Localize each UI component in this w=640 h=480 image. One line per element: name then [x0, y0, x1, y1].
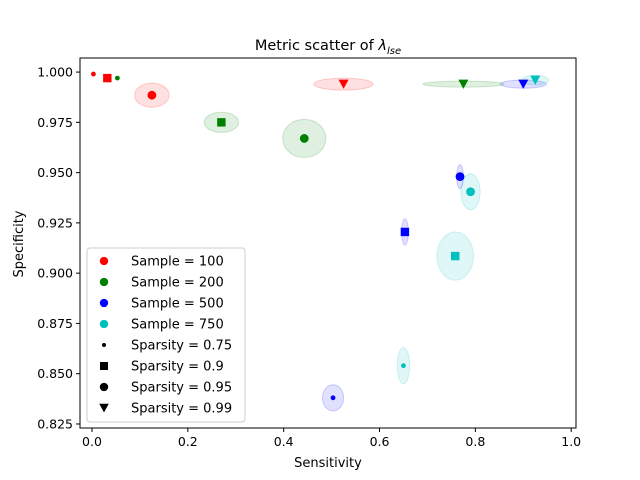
data-point-sample-750-sparsity-0.95 [466, 187, 475, 197]
y-tick-label: 0.875 [37, 316, 73, 331]
x-axis-label: Sensitivity [294, 456, 362, 471]
chart-title-symbol: λ [377, 38, 387, 54]
y-tick-label: 0.850 [37, 366, 73, 381]
data-point-sample-100-sparsity-0.99 [338, 79, 349, 89]
legend-sample-750-marker [99, 319, 109, 329]
legend-sparsity-0.95-marker [99, 382, 109, 392]
legend-sparsity-0.9-marker [100, 362, 108, 370]
x-tick-label: 0.6 [370, 434, 390, 449]
y-tick-label: 0.975 [37, 115, 73, 130]
data-point-sample-750-sparsity-0.75 [401, 363, 406, 369]
data-point-sample-200-sparsity-0.99 [458, 79, 469, 89]
axes-frame [79, 57, 577, 429]
x-tick-label: 0.0 [82, 434, 102, 449]
data-point-sample-100-sparsity-0.95 [147, 90, 157, 100]
legend-sample-750-label: Sample = 750 [131, 318, 224, 333]
data-point-sample-500-sparsity-0.95 [455, 172, 465, 182]
y-tick-label: 1.000 [37, 65, 73, 80]
y-tick-label: 0.825 [37, 416, 73, 431]
x-tick-label: 1.0 [561, 434, 581, 449]
legend-sparsity-0.75-label: Sparsity = 0.75 [131, 339, 232, 354]
data-point-sample-200-sparsity-0.9 [217, 118, 226, 127]
data-point-sample-100-sparsity-0.75 [91, 71, 96, 77]
plot-area [91, 71, 550, 412]
legend-box [86, 247, 246, 423]
x-tick-label: 0.2 [178, 434, 198, 449]
legend-sparsity-0.99-label: Sparsity = 0.99 [131, 402, 232, 417]
chart-title-subscript: lse [387, 46, 401, 57]
y-axis-label: Specificity [12, 210, 27, 277]
legend-sparsity-0.9-label: Sparsity = 0.9 [131, 360, 224, 375]
x-tick-label: 0.4 [274, 434, 294, 449]
y-tick-label: 0.925 [37, 215, 73, 230]
data-point-sample-500-sparsity-0.99 [518, 79, 529, 89]
legend-sample-500-marker [99, 298, 109, 308]
legend-sample-200-label: Sample = 200 [131, 276, 224, 291]
chart-title-main: Metric scatter of [255, 38, 379, 54]
data-point-sample-100-sparsity-0.9 [103, 73, 112, 83]
legend-sample-200-marker [99, 277, 109, 287]
data-point-sample-750-sparsity-0.99 [530, 75, 541, 85]
axes: 0.0 0.2 0.4 0.6 0.8 1.0 0.825 0.850 0.875 0.900 0.… [37, 57, 581, 449]
data-point-sample-500-sparsity-0.75 [330, 395, 336, 401]
legend-sample-100-marker [99, 256, 109, 266]
legend-sparsity-0.75-marker [101, 342, 107, 348]
x-tick-label: 0.8 [465, 434, 485, 449]
data-point-sample-750-sparsity-0.9 [451, 251, 460, 261]
legend-sample-100-label: Sample = 100 [131, 255, 224, 270]
data-point-sample-200-sparsity-0.75 [114, 75, 120, 81]
y-tick-label: 0.950 [37, 165, 73, 180]
legend-sample-500-label: Sample = 500 [131, 297, 224, 312]
data-point-sample-200-sparsity-0.95 [299, 134, 309, 143]
legend: Sample = 100 Sample = 200 Sample = 500 Samp… [86, 247, 246, 423]
y-tick-label: 0.900 [37, 266, 73, 281]
data-point-sample-500-sparsity-0.9 [400, 227, 410, 237]
legend-sparsity-0.99-marker [99, 403, 109, 413]
chart-title: Metric scatter of λlse [255, 38, 401, 57]
legend-sparsity-0.95-label: Sparsity = 0.95 [131, 381, 232, 396]
